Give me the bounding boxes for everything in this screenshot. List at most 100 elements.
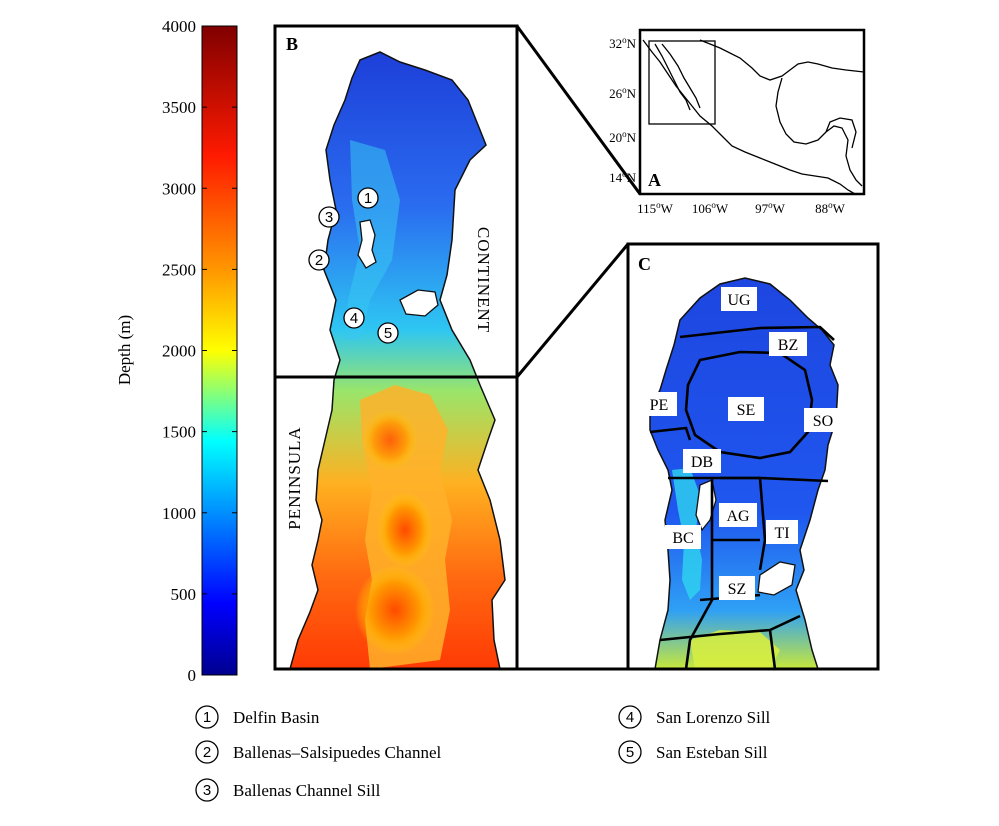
marker-1: 1	[357, 187, 379, 209]
legend-marker-number: 3	[203, 782, 211, 799]
mexico-gulf-coastline	[775, 77, 863, 187]
marker-2: 2	[308, 249, 330, 271]
lon-tick-value: 97	[755, 201, 769, 216]
region-bc: BC	[665, 525, 701, 549]
legend-label: Delfin Basin	[233, 708, 320, 727]
colorbar-tick-label: 4000	[162, 17, 196, 36]
connector-top	[515, 25, 642, 195]
lon-tick-value: 88	[815, 201, 828, 216]
yucatan	[825, 117, 857, 149]
lon-tick-label: 106oW	[692, 200, 729, 216]
colorbar-tick: 3000	[162, 179, 237, 198]
marker-4-number: 4	[350, 310, 358, 327]
peninsula-label: PENINSULA	[285, 426, 304, 529]
marker-1-number: 1	[364, 190, 372, 207]
region-ag: AG	[719, 503, 757, 527]
colorbar-title: Depth (m)	[115, 315, 134, 385]
colorbar-tick-label: 2000	[162, 342, 196, 361]
colorbar-ticks: 4000 3500 3000 2500 2000 1500 1000 500 0	[162, 17, 237, 685]
connector-mid	[515, 243, 630, 378]
gulf-of-mexico-coast	[699, 39, 864, 81]
region-bz: BZ	[769, 332, 807, 356]
baja-peninsula	[654, 43, 701, 111]
gulf-bathymetry-b	[289, 51, 506, 669]
degree-symbol: o	[656, 200, 661, 210]
lon-tick-label: 88oW	[815, 200, 846, 216]
colorbar-tick-label: 1000	[162, 504, 196, 523]
legend-item: 3 Ballenas Channel Sill	[195, 778, 381, 802]
legend-label: Ballenas–Salsipuedes Channel	[233, 743, 441, 762]
lon-tick-label: 97oW	[755, 200, 786, 216]
colorbar-gradient	[201, 25, 238, 676]
deep-spot-south	[355, 565, 435, 655]
colorbar: Depth (m) 4000 3500 3000 2500 2000 1500 1000 50…	[115, 17, 238, 685]
legend-item: 5 San Esteban Sill	[618, 740, 768, 764]
legend: 1 Delfin Basin 2 Ballenas–Salsipuedes Chann…	[195, 705, 771, 802]
legend-marker-number: 2	[203, 744, 211, 761]
region-ti-label: TI	[774, 525, 789, 542]
colorbar-tick: 2000	[162, 342, 237, 361]
colorbar-tick: 500	[171, 585, 237, 604]
continent-label: CONTINENT	[474, 227, 493, 333]
region-so-label: SO	[813, 413, 833, 430]
lon-tick-label: 115oW	[637, 200, 674, 216]
lon-tick-value: 115	[637, 201, 656, 216]
colorbar-tick: 0	[188, 666, 237, 685]
region-db: DB	[683, 449, 721, 473]
lat-suffix: N	[627, 130, 637, 145]
legend-marker-number: 5	[626, 744, 634, 761]
region-sz: SZ	[719, 576, 755, 600]
lon-suffix: W	[661, 201, 674, 216]
legend-label: Ballenas Channel Sill	[233, 781, 381, 800]
degree-symbol: o	[622, 85, 627, 95]
panel-c: C UG BZ PE SE SO DB AG	[626, 242, 880, 671]
panel-b: B CONTINENT PENINSULA 1 2 3 4 5	[273, 24, 519, 671]
legend-item: 4 San Lorenzo Sill	[618, 705, 771, 729]
island-c2	[757, 561, 796, 596]
region-so: SO	[804, 408, 842, 432]
lon-tick-value: 106	[692, 201, 712, 216]
zoom-box	[648, 40, 716, 125]
lat-tick-value: 14	[609, 170, 623, 185]
marker-2-number: 2	[315, 252, 323, 269]
deep-south	[690, 630, 780, 669]
legend-label: San Esteban Sill	[656, 743, 768, 762]
lat-tick-value: 32	[609, 36, 622, 51]
region-pe: PE	[641, 392, 677, 416]
panel-c-frame	[626, 242, 880, 671]
lon-suffix: W	[833, 201, 846, 216]
colorbar-tick: 4000	[162, 17, 237, 36]
region-db-label: DB	[691, 454, 713, 471]
lat-tick-label: 14oN	[609, 169, 637, 185]
region-ti: TI	[766, 520, 798, 544]
marker-5-number: 5	[384, 325, 392, 342]
degree-symbol: o	[622, 169, 627, 179]
colorbar-tick: 2500	[162, 260, 237, 279]
lat-suffix: N	[627, 170, 637, 185]
legend-marker-number: 4	[626, 709, 634, 726]
panel-b-label: B	[286, 34, 298, 54]
lon-suffix: W	[716, 201, 729, 216]
legend-marker	[195, 778, 219, 802]
legend-item: 1 Delfin Basin	[195, 705, 320, 729]
region-se: SE	[728, 397, 764, 421]
deep-spot-north	[362, 410, 418, 470]
degree-symbol: o	[622, 129, 627, 139]
colorbar-tick-label: 3500	[162, 98, 196, 117]
region-se-label: SE	[737, 402, 756, 419]
island-tiburon	[357, 219, 377, 269]
legend-marker	[618, 705, 642, 729]
degree-symbol: o	[768, 200, 773, 210]
colorbar-tick-label: 500	[171, 585, 197, 604]
zoom-connectors	[515, 25, 642, 671]
legend-label: San Lorenzo Sill	[656, 708, 771, 727]
colorbar-tick-label: 1500	[162, 423, 196, 442]
lat-tick-value: 26	[609, 86, 623, 101]
lat-suffix: N	[627, 36, 637, 51]
marker-4: 4	[343, 307, 365, 329]
legend-marker	[195, 705, 219, 729]
degree-symbol: o	[622, 35, 627, 45]
colorbar-tick-label: 0	[188, 666, 197, 685]
region-ug-label: UG	[727, 292, 751, 309]
